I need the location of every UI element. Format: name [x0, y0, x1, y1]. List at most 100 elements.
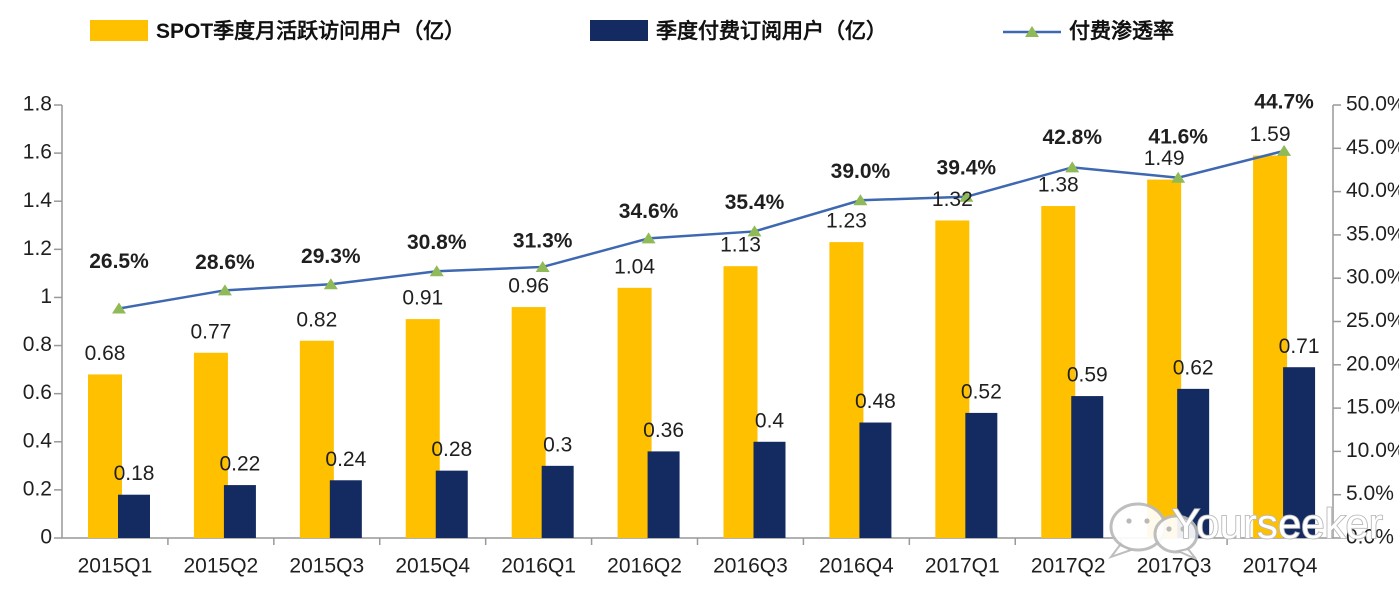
- x-axis-label: 2016Q3: [713, 555, 788, 578]
- subs-value-label: 0.3: [543, 433, 572, 456]
- x-axis-label: 2016Q4: [819, 555, 894, 578]
- mau-value-label: 0.77: [190, 320, 231, 343]
- left-axis-tick-label: 0.2: [23, 477, 52, 500]
- right-axis-tick-label: 15.0%: [1346, 396, 1399, 419]
- left-axis-tick-label: 0.8: [23, 333, 52, 356]
- penetration-legend-marker: [1003, 22, 1061, 38]
- penetration-value-label: 28.6%: [195, 251, 255, 274]
- x-axis-label: 2017Q3: [1137, 555, 1212, 578]
- subs-bar: [1071, 396, 1104, 538]
- legend-label-subs: 季度付费订阅用户（亿）: [656, 20, 887, 43]
- mau-value-label: 1.13: [720, 234, 761, 257]
- watermark-text: Yourseeker: [1172, 500, 1383, 547]
- left-axis-tick-label: 1.2: [23, 237, 52, 260]
- mau-value-label: 1.04: [614, 255, 655, 278]
- mau-value-label: 0.82: [296, 308, 337, 331]
- penetration-marker: [1277, 144, 1292, 156]
- left-axis-tick-label: 1.4: [23, 189, 53, 212]
- mau-value-label: 1.38: [1038, 174, 1079, 197]
- mau-bar: [829, 242, 864, 538]
- left-axis-tick-label: 1: [40, 285, 52, 308]
- subs-value-label: 0.71: [1279, 335, 1320, 358]
- mau-value-label: 0.91: [402, 287, 443, 310]
- mau-value-label: 1.49: [1144, 147, 1185, 170]
- mau-bar: [193, 352, 228, 538]
- right-axis-tick-label: 30.0%: [1346, 266, 1399, 289]
- subs-bar: [435, 470, 468, 538]
- wechat-icon-eye: [1180, 526, 1186, 532]
- right-axis-tick-label: 10.0%: [1346, 439, 1399, 462]
- x-axis-label: 2015Q1: [78, 555, 153, 578]
- right-axis-tick-label: 5.0%: [1346, 482, 1394, 505]
- mau-bar: [935, 220, 970, 538]
- subs-bar: [1177, 388, 1210, 538]
- penetration-value-label: 42.8%: [1042, 126, 1102, 149]
- right-axis-tick-label: 45.0%: [1346, 136, 1399, 159]
- x-axis-label: 2015Q2: [184, 555, 259, 578]
- subs-bar: [647, 451, 680, 538]
- penetration-value-label: 39.0%: [831, 160, 891, 183]
- penetration-marker: [1065, 161, 1080, 173]
- right-axis-tick-label: 50.0%: [1346, 93, 1399, 116]
- mau-value-label: 0.68: [85, 342, 126, 365]
- penetration-line: [118, 149, 1285, 310]
- wechat-icon-eye: [1144, 518, 1150, 524]
- mau-bar: [1147, 179, 1182, 539]
- subs-bar: [223, 485, 256, 538]
- subs-bar: [859, 422, 892, 538]
- mau-bar: [511, 307, 546, 538]
- penetration-value-label: 34.6%: [619, 200, 679, 223]
- left-axis-tick-label: 1.6: [23, 141, 52, 164]
- subs-value-label: 0.62: [1173, 356, 1214, 379]
- subs-legend-swatch: [590, 19, 648, 41]
- mau-bar: [1041, 206, 1076, 539]
- subs-bar: [541, 465, 574, 538]
- subs-value-label: 0.59: [1067, 364, 1108, 387]
- right-axis-tick-label: 20.0%: [1346, 352, 1399, 375]
- mau-bar: [405, 319, 440, 538]
- mau-value-label: 0.96: [508, 275, 549, 298]
- x-axis-label: 2016Q1: [501, 555, 576, 578]
- penetration-value-label: 35.4%: [725, 191, 785, 214]
- x-axis-label: 2017Q2: [1031, 555, 1106, 578]
- penetration-marker: [323, 278, 338, 290]
- x-axis-label: 2015Q4: [395, 555, 470, 578]
- left-axis-tick-label: 0.4: [23, 429, 53, 452]
- subs-value-label: 0.36: [643, 419, 684, 442]
- left-axis-tick-label: 0: [40, 526, 52, 549]
- penetration-marker: [959, 190, 974, 202]
- right-axis-tick-label: 0.0%: [1346, 526, 1394, 549]
- wechat-icon: [1108, 543, 1134, 560]
- subs-bar: [329, 480, 362, 538]
- subs-bar: [965, 412, 998, 538]
- x-axis-label: 2015Q3: [289, 555, 364, 578]
- penetration-marker: [1171, 171, 1186, 183]
- penetration-marker: [112, 302, 126, 314]
- mau-value-label: 1.23: [826, 210, 867, 233]
- mau-bar: [1253, 155, 1288, 538]
- mau-value-label: 1.59: [1250, 123, 1291, 146]
- right-axis-tick-label: 25.0%: [1346, 309, 1399, 332]
- mau-legend-swatch: [90, 19, 148, 41]
- legend-item-mau: SPOT季度月活跃访问用户（亿）: [90, 16, 465, 44]
- penetration-value-label: 39.4%: [937, 156, 997, 179]
- subs-bar: [753, 441, 786, 538]
- penetration-marker: [641, 232, 656, 244]
- subs-value-label: 0.4: [755, 409, 785, 432]
- subs-bar: [118, 494, 150, 538]
- mau-value-label: 1.32: [932, 188, 973, 211]
- wechat-icon: [1174, 547, 1197, 560]
- left-axis-tick-label: 1.8: [23, 93, 52, 116]
- penetration-value-label: 44.7%: [1254, 90, 1314, 113]
- subs-value-label: 0.24: [325, 448, 366, 471]
- mau-bar: [88, 374, 122, 538]
- penetration-value-label: 30.8%: [407, 231, 467, 254]
- penetration-marker: [429, 265, 444, 277]
- legend-label-mau: SPOT季度月活跃访问用户（亿）: [156, 20, 466, 43]
- penetration-marker: [853, 194, 868, 206]
- wechat-icon-eye: [1166, 526, 1172, 532]
- legend-item-penetration: 付费渗透率: [1003, 16, 1174, 44]
- mau-bar: [617, 287, 652, 538]
